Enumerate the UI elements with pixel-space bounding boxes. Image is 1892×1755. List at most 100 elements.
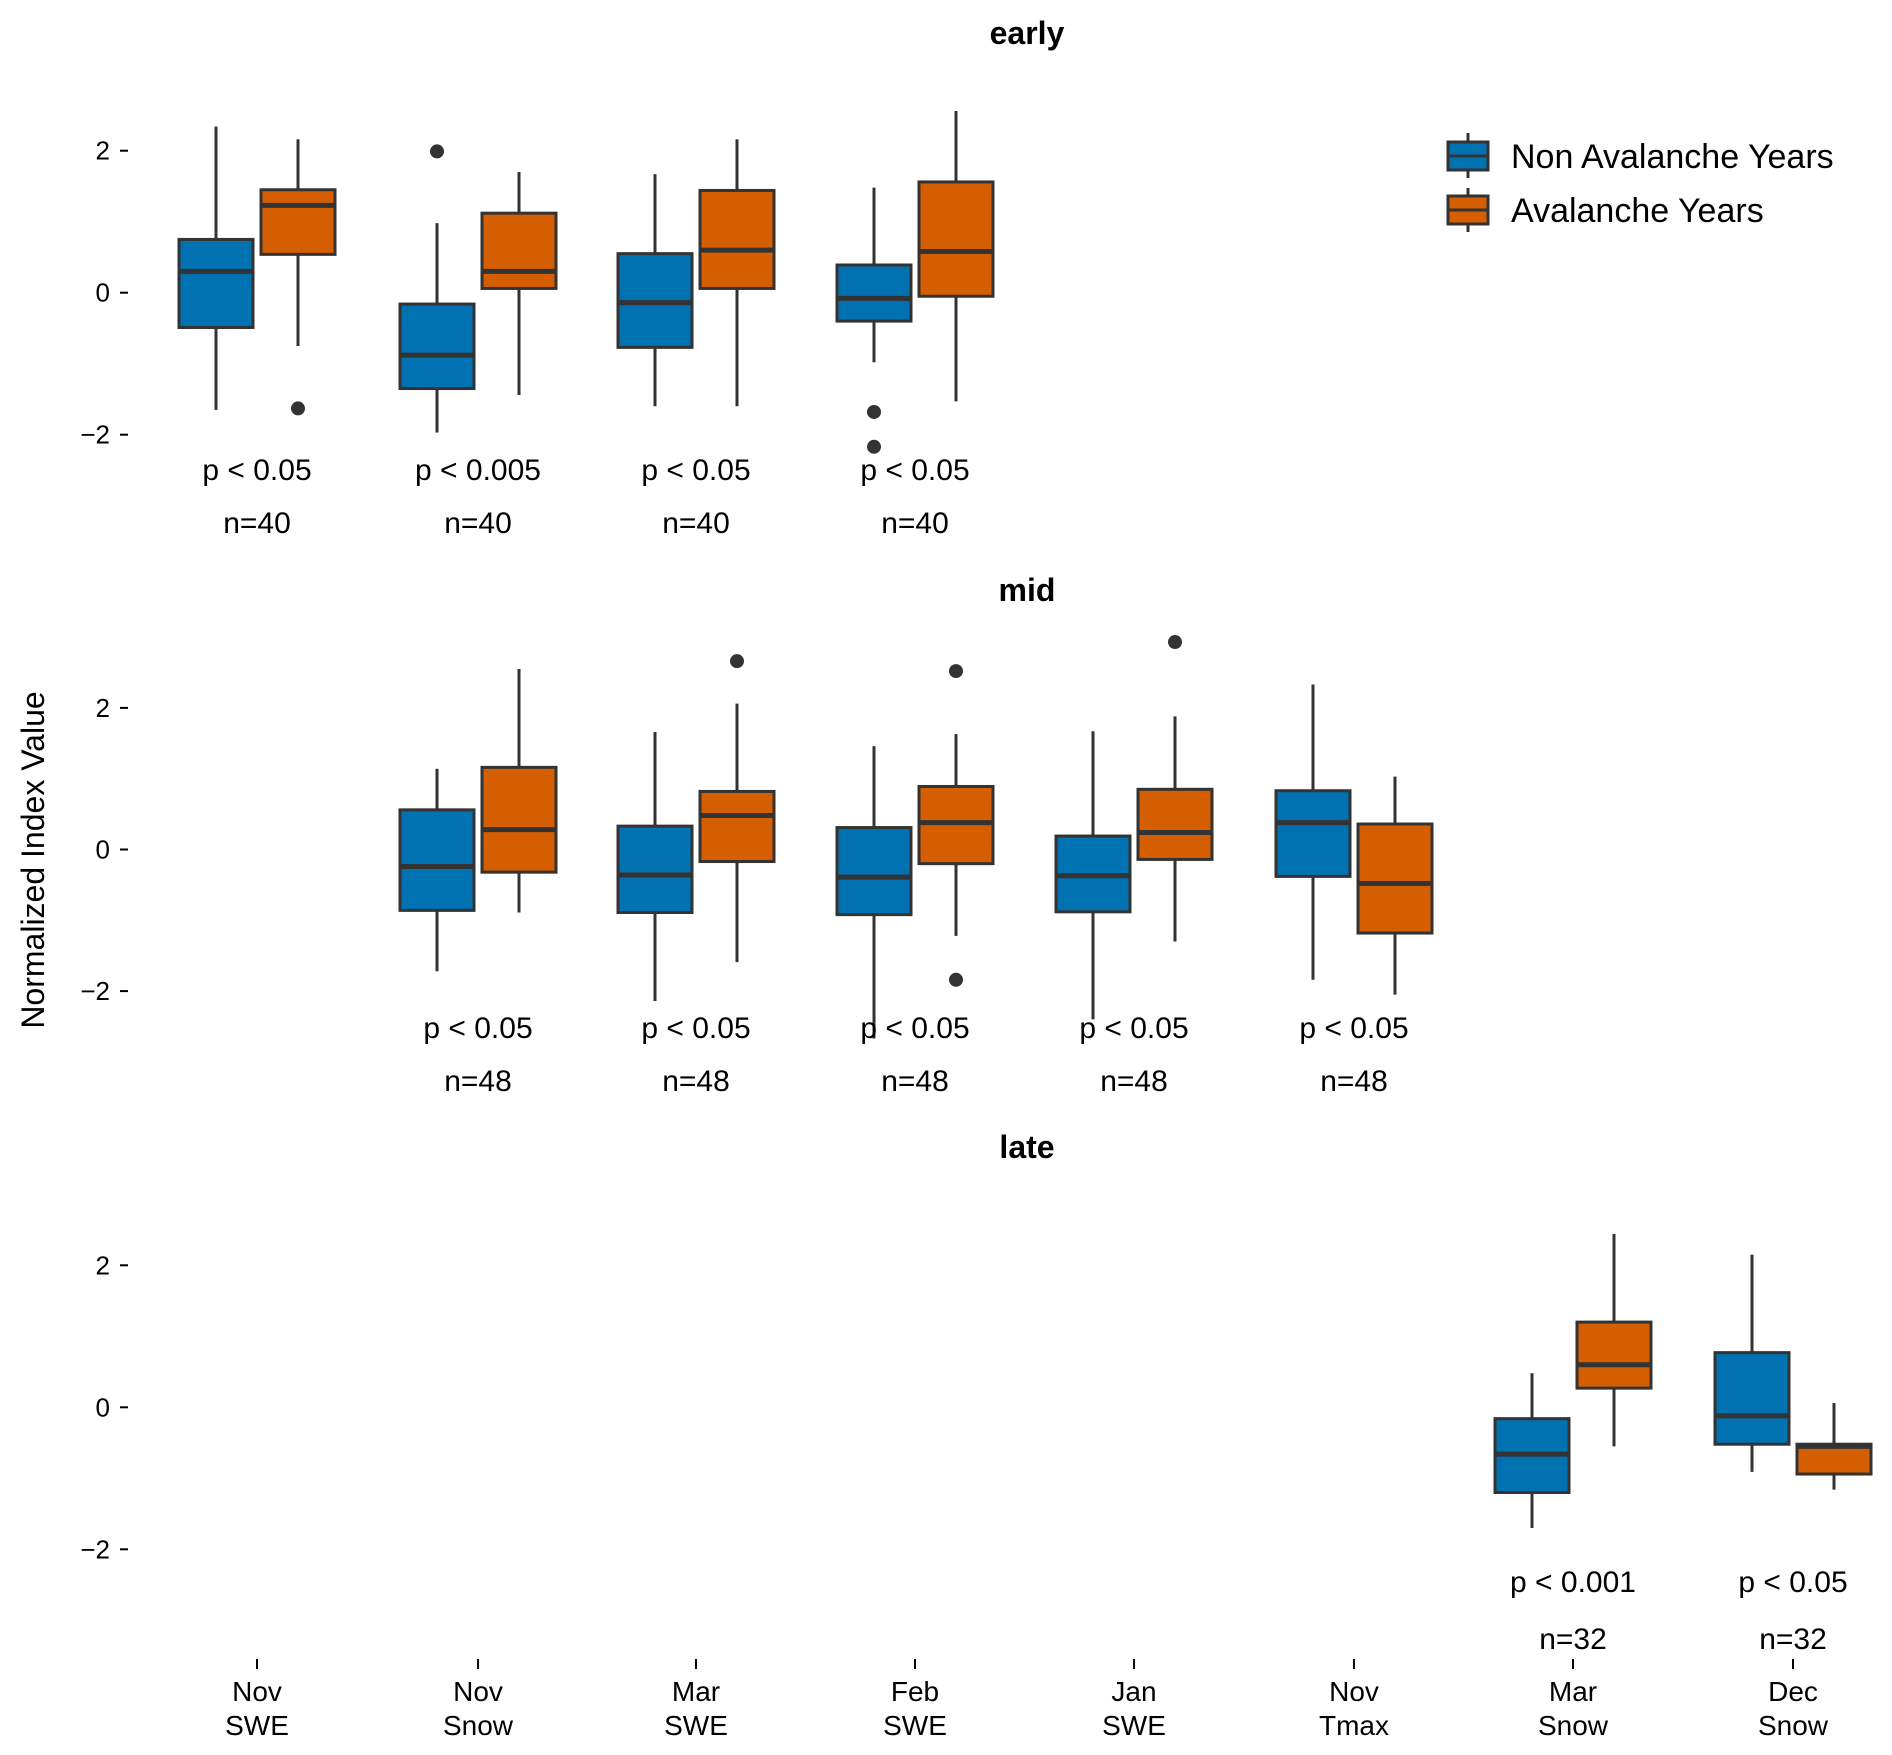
sample-size-label: n=32 bbox=[1759, 1623, 1827, 1656]
sample-size-label: n=48 bbox=[444, 1065, 512, 1098]
iqr-box bbox=[698, 789, 776, 864]
x-tick-label-line1: Mar bbox=[1549, 1676, 1597, 1707]
legend-entry-non-avalanche: Non Avalanche Years bbox=[1446, 133, 1834, 178]
box-non-avalanche bbox=[177, 126, 255, 410]
legend: Non Avalanche Years Avalanche Years bbox=[1446, 133, 1834, 232]
panel-title: mid bbox=[999, 572, 1056, 608]
box-avalanche bbox=[1575, 1234, 1653, 1447]
sample-size-label: n=40 bbox=[662, 507, 730, 540]
iqr-box bbox=[835, 826, 913, 917]
iqr-box bbox=[398, 302, 476, 391]
iqr-box bbox=[480, 211, 558, 290]
box-group: p < 0.05 n=48 bbox=[835, 664, 995, 1098]
iqr-box bbox=[917, 180, 995, 298]
x-tick-label-line2: Tmax bbox=[1319, 1710, 1389, 1741]
sample-size-label: n=48 bbox=[1100, 1065, 1168, 1098]
x-tick-label-line1: Nov bbox=[232, 1676, 282, 1707]
p-value-label: p < 0.005 bbox=[415, 454, 541, 487]
outlier-point bbox=[949, 972, 963, 987]
legend-entry-avalanche: Avalanche Years bbox=[1446, 188, 1764, 232]
legend-label-avalanche: Avalanche Years bbox=[1511, 192, 1764, 230]
box-group: p < 0.05 n=48 bbox=[1054, 635, 1214, 1098]
y-tick-label: −2 bbox=[80, 420, 110, 450]
y-tick-label: 2 bbox=[96, 1250, 110, 1280]
box-group: p < 0.05 n=48 bbox=[616, 654, 776, 1098]
p-value-label: p < 0.05 bbox=[1738, 1566, 1847, 1599]
iqr-box bbox=[1274, 789, 1352, 878]
legend-label-non-avalanche: Non Avalanche Years bbox=[1511, 138, 1834, 176]
box-non-avalanche bbox=[1054, 731, 1132, 1020]
iqr-box bbox=[835, 263, 913, 323]
iqr-box bbox=[177, 237, 255, 329]
box-group: p < 0.05 n=40 bbox=[616, 139, 776, 540]
p-value-label: p < 0.05 bbox=[641, 454, 750, 487]
sample-size-label: n=40 bbox=[881, 507, 949, 540]
x-tick-label-line2: Snow bbox=[443, 1710, 514, 1741]
iqr-box bbox=[1356, 822, 1434, 935]
p-value-label: p < 0.05 bbox=[423, 1012, 532, 1045]
x-tick-label-line1: Feb bbox=[891, 1676, 939, 1707]
sample-size-label: n=48 bbox=[1320, 1065, 1388, 1098]
sample-size-label: n=40 bbox=[444, 507, 512, 540]
box-non-avalanche bbox=[1493, 1373, 1571, 1528]
p-value-label: p < 0.05 bbox=[860, 1012, 969, 1045]
box-avalanche bbox=[917, 110, 995, 402]
box-group: p < 0.05 n=48 bbox=[1274, 684, 1434, 1098]
x-tick-label-line2: Snow bbox=[1758, 1710, 1829, 1741]
box-non-avalanche bbox=[835, 187, 913, 454]
outlier-point bbox=[949, 664, 963, 679]
outlier-point bbox=[291, 401, 305, 416]
y-tick-label: 2 bbox=[96, 693, 110, 723]
box-non-avalanche bbox=[398, 144, 476, 433]
box-avalanche bbox=[698, 139, 776, 407]
panel-mid: mid −2 0 2 p < 0.05 n=48 p < 0.05 n=48 p < 0.05 n… bbox=[80, 572, 1434, 1098]
box-group: p < 0.05 n=32 bbox=[1713, 1254, 1873, 1656]
box-avalanche bbox=[259, 139, 337, 416]
box-group: p < 0.05 n=40 bbox=[835, 110, 995, 540]
x-tick-label-line2: SWE bbox=[664, 1710, 728, 1741]
iqr-box bbox=[616, 824, 694, 915]
y-tick-label: −2 bbox=[80, 976, 110, 1006]
p-value-label: p < 0.05 bbox=[1079, 1012, 1188, 1045]
sample-size-label: n=48 bbox=[662, 1065, 730, 1098]
p-value-label: p < 0.05 bbox=[202, 454, 311, 487]
iqr-box bbox=[259, 188, 337, 256]
outlier-point bbox=[1168, 635, 1182, 650]
iqr-box bbox=[480, 765, 558, 874]
x-tick-label-line2: SWE bbox=[883, 1710, 947, 1741]
x-tick-label-line1: Mar bbox=[672, 1676, 720, 1707]
y-tick-label: 0 bbox=[96, 835, 110, 865]
panel-title: late bbox=[999, 1129, 1054, 1165]
y-tick-label: 0 bbox=[96, 1392, 110, 1422]
y-tick-label: −2 bbox=[80, 1534, 110, 1564]
p-value-label: p < 0.05 bbox=[860, 454, 969, 487]
box-group: p < 0.05 n=40 bbox=[177, 126, 337, 540]
box-avalanche bbox=[917, 664, 995, 987]
x-tick-label-line1: Nov bbox=[1329, 1676, 1379, 1707]
box-group: p < 0.005 n=40 bbox=[398, 144, 558, 540]
box-avalanche bbox=[1356, 776, 1434, 995]
y-tick-label: 0 bbox=[96, 278, 110, 308]
panel-late: late −2 0 2 p < 0.001 n=32 p < 0.05 n=32 bbox=[80, 1129, 1873, 1656]
box-avalanche bbox=[698, 654, 776, 963]
x-axis: NovSWENovSnowMarSWEFebSWEJanSWENovTmaxMa… bbox=[225, 1659, 1829, 1741]
x-tick-label-line1: Nov bbox=[453, 1676, 503, 1707]
iqr-box bbox=[398, 808, 476, 912]
p-value-label: p < 0.05 bbox=[1299, 1012, 1408, 1045]
y-axis-title: Normalized Index Value bbox=[15, 691, 51, 1028]
box-non-avalanche bbox=[835, 746, 913, 1039]
x-tick-label-line2: Snow bbox=[1538, 1710, 1609, 1741]
x-tick-label-line1: Jan bbox=[1111, 1676, 1156, 1707]
box-group: p < 0.05 n=48 bbox=[398, 668, 558, 1098]
box-non-avalanche bbox=[616, 731, 694, 1002]
panel-title: early bbox=[990, 15, 1065, 51]
iqr-box bbox=[1795, 1442, 1873, 1476]
box-non-avalanche bbox=[1274, 684, 1352, 980]
x-tick-label-line2: SWE bbox=[225, 1710, 289, 1741]
iqr-box bbox=[1713, 1351, 1791, 1446]
box-non-avalanche bbox=[398, 768, 476, 972]
sample-size-label: n=48 bbox=[881, 1065, 949, 1098]
